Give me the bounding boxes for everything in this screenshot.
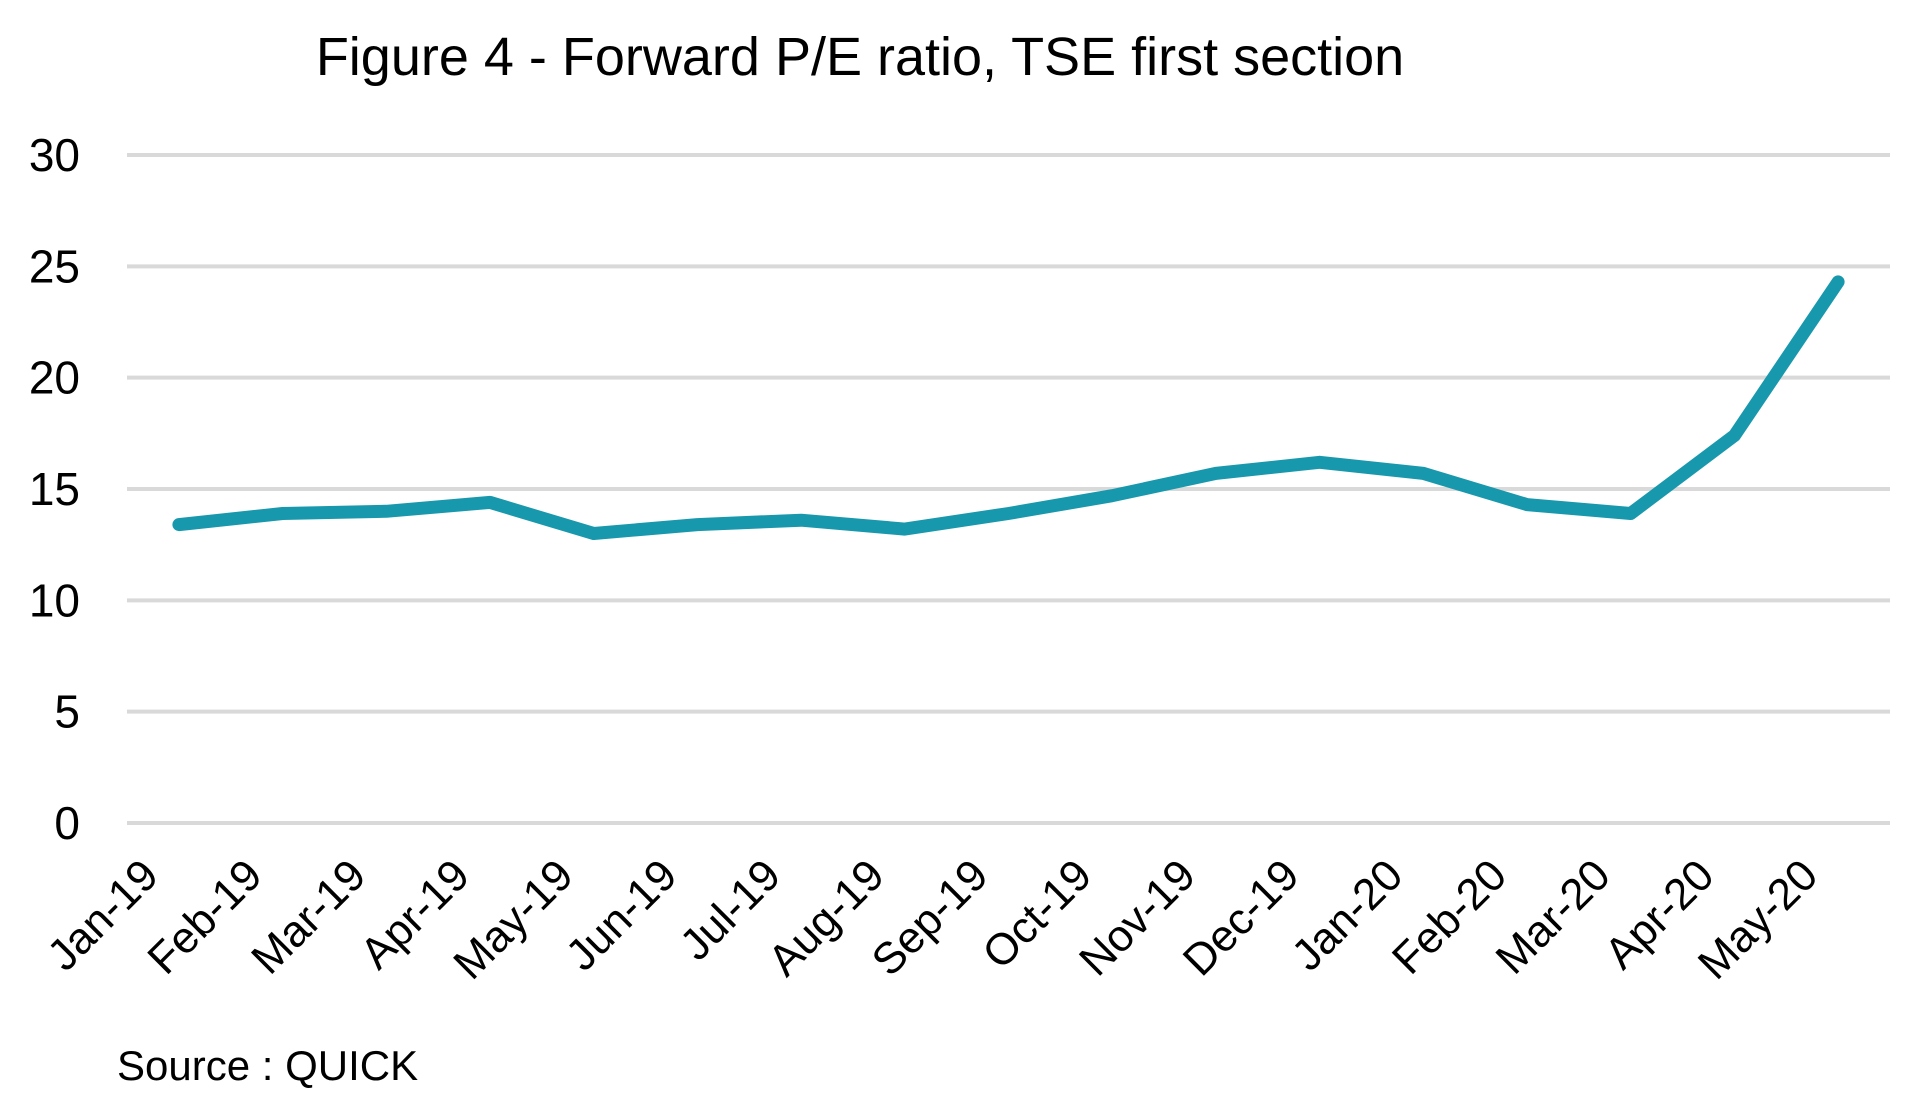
gridlines — [127, 153, 1890, 825]
y-axis-tick-label: 0 — [54, 797, 80, 849]
x-axis-tick-label: Dec-19 — [1174, 850, 1309, 985]
x-axis-tick-label: Aug-19 — [759, 850, 894, 985]
x-axis-tick-label: Sep-19 — [863, 850, 998, 985]
y-axis-tick-label: 5 — [54, 686, 80, 738]
x-axis-tick-label: Feb-19 — [138, 850, 271, 983]
y-axis-tick-label: 25 — [29, 240, 80, 292]
y-axis-tick-label: 30 — [29, 129, 80, 181]
y-axis-tick-labels: 0 5 10 15 20 25 30 — [29, 129, 80, 849]
x-axis-tick-label: Mar-19 — [242, 850, 375, 983]
y-axis-tick-label: 10 — [29, 574, 80, 626]
x-axis-tick-label: Jan-19 — [38, 850, 168, 980]
pe-ratio-line — [172, 275, 1845, 540]
x-axis-tick-label: Jun-19 — [557, 850, 687, 980]
source-note: Source : QUICK — [117, 1042, 418, 1089]
chart-title: Figure 4 - Forward P/E ratio, TSE first … — [316, 27, 1404, 87]
x-axis-tick-label: Nov-19 — [1070, 850, 1205, 985]
x-axis-tick-label: Jan-20 — [1283, 850, 1413, 980]
x-axis-tick-labels: Jan-19Feb-19Mar-19Apr-19May-19Jun-19Jul-… — [38, 850, 1827, 988]
y-axis-tick-label: 20 — [29, 352, 80, 404]
x-axis-tick-label: Feb-20 — [1383, 850, 1516, 983]
y-axis-tick-label: 15 — [29, 463, 80, 515]
x-axis-tick-label: Mar-20 — [1487, 850, 1620, 983]
